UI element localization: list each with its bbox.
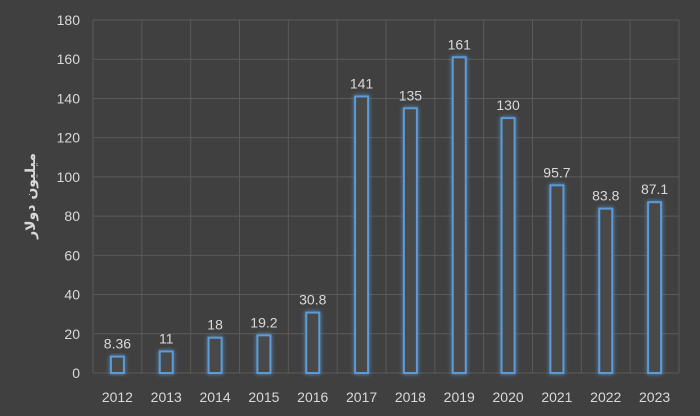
- bar-2015: [256, 334, 272, 375]
- data-label-2016: 30.8: [299, 292, 326, 308]
- bar-2017: [354, 95, 370, 374]
- x-tick-label-2012: 2012: [102, 389, 133, 405]
- data-label-2022: 83.8: [592, 188, 619, 204]
- x-tick-label-2016: 2016: [297, 389, 328, 405]
- data-labels: 8.36 11 18 19.2 30.8 141 135 161 130 95.7 83.8 87.1: [104, 36, 669, 351]
- bar-2023: [647, 201, 663, 374]
- y-tick-label-9: 180: [57, 12, 81, 28]
- x-tick-label-2020: 2020: [493, 389, 524, 405]
- x-tick-label-2013: 2013: [151, 389, 182, 405]
- data-label-2015: 19.2: [250, 314, 277, 330]
- x-tick-label-2019: 2019: [444, 389, 475, 405]
- grid: [92, 19, 680, 374]
- data-label-2018: 135: [399, 87, 423, 103]
- data-label-2012: 8.36: [104, 336, 131, 352]
- y-tick-label-7: 140: [57, 90, 81, 106]
- data-label-2019: 161: [448, 36, 472, 52]
- bar-2020: [500, 117, 516, 374]
- bar-2014: [207, 336, 223, 375]
- y-axis-label: میلیون دولار: [23, 153, 39, 239]
- x-tick-label-2021: 2021: [541, 389, 572, 405]
- x-tick-label-2018: 2018: [395, 389, 426, 405]
- y-axis-ticks: 0 20 40 60 80 100 120 140 160 180: [57, 12, 81, 381]
- y-tick-label-6: 120: [57, 130, 81, 146]
- y-tick-label-3: 60: [64, 247, 80, 263]
- x-tick-label-2014: 2014: [200, 389, 231, 405]
- y-tick-label-5: 100: [57, 169, 81, 185]
- x-tick-label-2017: 2017: [346, 389, 377, 405]
- bar-2018: [402, 107, 418, 374]
- bar-2022: [598, 207, 614, 374]
- data-label-2014: 18: [207, 317, 223, 333]
- data-label-2020: 130: [496, 97, 520, 113]
- x-tick-label-2023: 2023: [639, 389, 670, 405]
- bar-2021: [549, 184, 565, 374]
- y-tick-label-4: 80: [64, 208, 80, 224]
- x-tick-label-2022: 2022: [590, 389, 621, 405]
- bar-2013: [158, 350, 174, 374]
- bars: [109, 56, 663, 375]
- x-tick-label-2015: 2015: [248, 389, 279, 405]
- y-tick-label-0: 0: [72, 365, 80, 381]
- y-tick-label-8: 160: [57, 51, 81, 67]
- data-label-2013: 11: [159, 330, 174, 346]
- y-tick-label-1: 20: [64, 326, 80, 342]
- bar-2016: [305, 311, 321, 374]
- bar-2019: [451, 56, 467, 375]
- x-axis-ticks: 2012 2013 2014 2015 2016 2017 2018 2019 2020 2021…: [102, 389, 671, 405]
- bar-2012: [109, 355, 125, 374]
- data-label-2017: 141: [350, 75, 374, 91]
- data-label-2021: 95.7: [543, 164, 570, 180]
- data-label-2023: 87.1: [641, 181, 668, 197]
- y-tick-label-2: 40: [64, 287, 80, 303]
